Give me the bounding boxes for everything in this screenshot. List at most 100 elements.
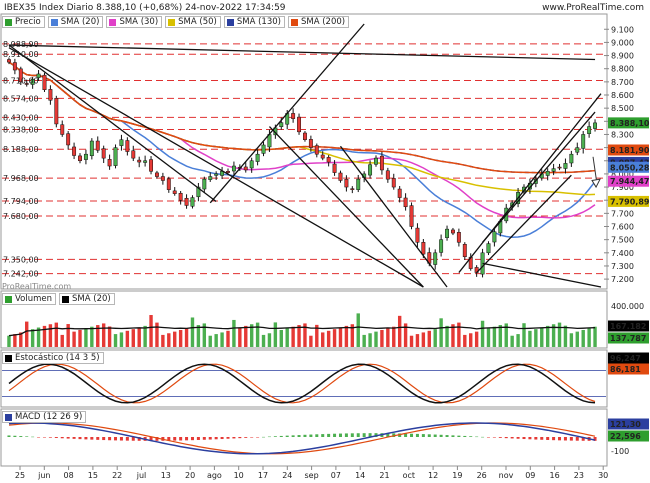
legend-item[interactable]: Precio: [2, 16, 45, 28]
value-label: 8.388,10: [610, 119, 650, 128]
macd-histogram-bar: [190, 437, 194, 441]
macd-histogram-bar: [238, 437, 242, 439]
level-label: 8.710,00: [3, 77, 39, 86]
volume-bar: [368, 333, 372, 347]
candle-body: [101, 148, 106, 159]
chart-header: IBEX35 Index Diario 8.388,10 (+0,68%) 24…: [0, 0, 650, 16]
volume-bar: [439, 318, 443, 347]
y-tick-label: 9.000: [611, 38, 634, 47]
volume-bar: [557, 322, 562, 347]
macd-histogram-bar: [125, 437, 129, 441]
macd-histogram-bar: [119, 437, 123, 441]
y-tick-label: 8.800: [611, 65, 634, 74]
volume-bar: [184, 328, 189, 347]
macd-histogram-bar: [504, 437, 508, 439]
macd-histogram-bar: [593, 437, 597, 441]
volume-legend: Volumen SMA (20): [2, 293, 115, 305]
y-tick-label: 7.900: [611, 183, 634, 192]
volume-bar: [173, 331, 177, 347]
legend-item[interactable]: MACD (12 26 9): [2, 411, 87, 423]
x-tick-label: 07: [331, 471, 341, 480]
candle-body: [83, 153, 88, 160]
macd-histogram-bar: [433, 434, 437, 437]
macd-histogram-bar: [291, 435, 295, 437]
volume-bar: [587, 328, 591, 347]
macd-histogram-bar: [137, 437, 141, 441]
volume-bar: [226, 330, 230, 347]
candle-body: [415, 227, 420, 243]
candle-body: [581, 134, 586, 149]
legend-label: Volumen: [15, 294, 53, 304]
candle-body: [332, 163, 337, 173]
volume-bar: [107, 326, 112, 347]
value-label: 7.944,47: [610, 177, 649, 186]
legend-item[interactable]: SMA (50): [165, 16, 221, 28]
macd-histogram-bar: [232, 437, 236, 439]
value-box: [608, 161, 649, 173]
volume-bar: [48, 324, 53, 347]
volume-bar: [196, 325, 201, 347]
candle-body: [137, 159, 142, 163]
macd-histogram-bar: [350, 433, 354, 437]
candle-body: [409, 205, 414, 227]
value-label: 86,181: [610, 365, 641, 374]
candle-body: [208, 176, 213, 180]
candle-body: [350, 188, 355, 190]
candle-body: [551, 168, 556, 172]
level-label: 8.430,00: [3, 113, 39, 122]
price-legend: Precio SMA (20) SMA (30) SMA (50) SMA (130) S…: [2, 16, 350, 28]
candle-body: [7, 59, 11, 63]
volume-bar: [321, 332, 325, 347]
trend-line: [8, 47, 424, 288]
macd-histogram-bar: [392, 433, 396, 437]
macd-histogram-bar: [362, 433, 366, 437]
macd-histogram-bar: [208, 437, 212, 440]
macd-histogram-bar: [427, 434, 431, 437]
value-box: [608, 332, 649, 344]
candle-body: [214, 173, 219, 176]
volume-bar: [96, 325, 100, 347]
value-box: [608, 352, 649, 364]
macd-histogram-bar: [60, 437, 64, 439]
volume-bar: [273, 322, 278, 347]
volume-bar: [315, 324, 319, 347]
macd-histogram-bar: [279, 435, 283, 437]
candle-body: [249, 160, 254, 169]
legend-label: SMA (50): [178, 17, 217, 27]
macd-legend: MACD (12 26 9): [2, 411, 87, 423]
macd-histogram-bar: [131, 437, 135, 441]
volume-bar: [131, 329, 135, 347]
legend-item[interactable]: Volumen: [2, 293, 57, 305]
macd-histogram-bar: [262, 436, 266, 438]
candle-body: [24, 83, 29, 85]
macd-histogram-bar: [498, 437, 502, 438]
legend-item[interactable]: SMA (200): [287, 16, 350, 28]
candle-body: [492, 231, 497, 243]
legend-item[interactable]: SMA (20): [59, 293, 115, 305]
macd-histogram-bar: [475, 436, 479, 438]
macd-histogram-bar: [297, 435, 301, 437]
macd-histogram-bar: [273, 436, 277, 437]
volume-bar: [30, 329, 35, 347]
volume-bar: [84, 328, 88, 347]
macd-histogram-bar: [563, 437, 567, 441]
value-box: [608, 320, 649, 332]
candle-body: [587, 126, 592, 134]
macd-histogram-bar: [37, 437, 41, 438]
source-label[interactable]: www.ProRealTime.com: [542, 3, 644, 13]
volume-bar: [581, 329, 585, 347]
legend-item[interactable]: SMA (30): [106, 16, 163, 28]
legend-item[interactable]: SMA (20): [47, 16, 104, 28]
volume-bar: [504, 323, 508, 347]
legend-swatch: [168, 18, 176, 26]
volume-bar: [545, 325, 550, 347]
candle-body: [12, 62, 17, 71]
volume-bar: [540, 327, 544, 347]
legend-item[interactable]: SMA (130): [223, 16, 285, 28]
macd-histogram-bar: [66, 437, 70, 439]
legend-label: SMA (200): [300, 17, 346, 27]
candle-body: [368, 164, 373, 176]
x-tick-label: 25: [15, 471, 25, 480]
legend-item[interactable]: Estocástico (14 3 5): [2, 352, 104, 364]
candle-body: [155, 172, 159, 177]
